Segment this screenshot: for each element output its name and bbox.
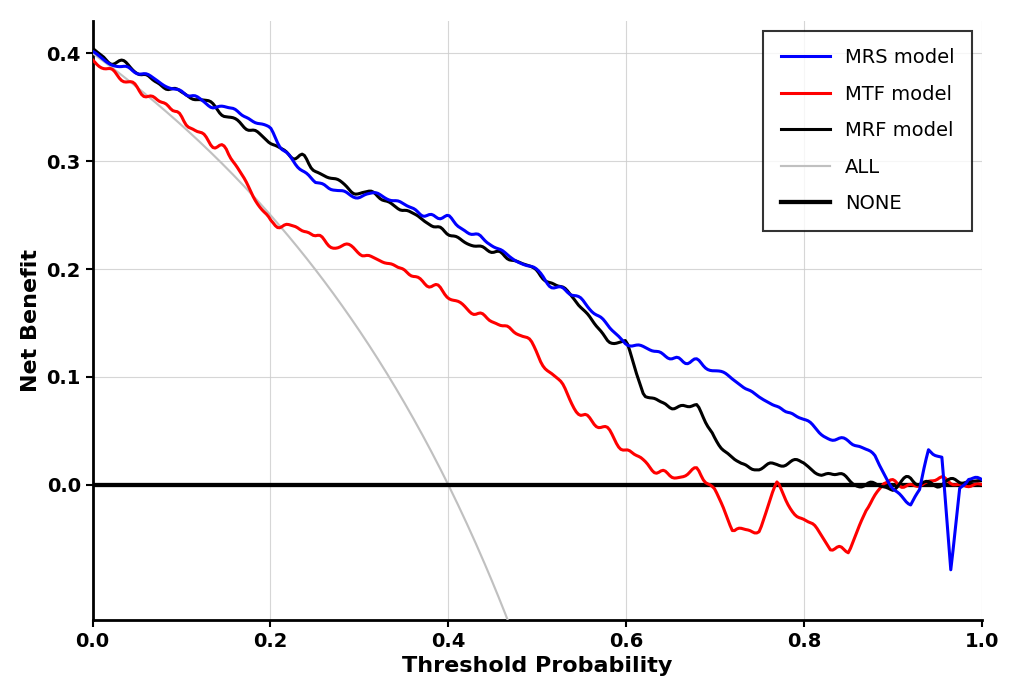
- MRS model: [87, 47, 99, 56]
- MTF model: [194, 128, 206, 137]
- MTF model: [645, 466, 657, 475]
- MRF model: [194, 95, 206, 104]
- Legend: MRS model, MTF model, MRF model, ALL, NONE: MRS model, MTF model, MRF model, ALL, NO…: [762, 31, 971, 231]
- ALL: [438, 473, 450, 482]
- MRS model: [438, 213, 450, 221]
- MTF model: [975, 480, 987, 489]
- MTF model: [733, 524, 745, 533]
- ALL: [376, 362, 388, 370]
- MRF model: [975, 477, 987, 485]
- MRS model: [728, 376, 740, 385]
- MTF model: [438, 290, 450, 298]
- Line: MTF model: MTF model: [93, 60, 981, 553]
- MRF model: [87, 45, 99, 53]
- MRS model: [733, 380, 745, 388]
- Line: ALL: ALL: [93, 53, 981, 697]
- MRS model: [194, 94, 206, 102]
- MRF model: [376, 196, 388, 204]
- MTF model: [728, 526, 740, 535]
- MRF model: [728, 455, 740, 464]
- MRF model: [438, 227, 450, 236]
- Y-axis label: Net Benefit: Net Benefit: [20, 249, 41, 392]
- MTF model: [376, 258, 388, 266]
- MTF model: [87, 56, 99, 64]
- ALL: [194, 137, 206, 146]
- Line: MRF model: MRF model: [93, 49, 981, 490]
- ALL: [87, 49, 99, 57]
- MRF model: [645, 394, 657, 402]
- MRF model: [886, 486, 898, 494]
- X-axis label: Threshold Probability: Threshold Probability: [401, 656, 672, 676]
- MTF model: [842, 549, 854, 557]
- MRS model: [645, 346, 657, 355]
- MRS model: [944, 565, 956, 574]
- MRS model: [975, 475, 987, 484]
- Line: MRS model: MRS model: [93, 52, 981, 569]
- MRF model: [733, 458, 745, 466]
- MRS model: [376, 192, 388, 200]
